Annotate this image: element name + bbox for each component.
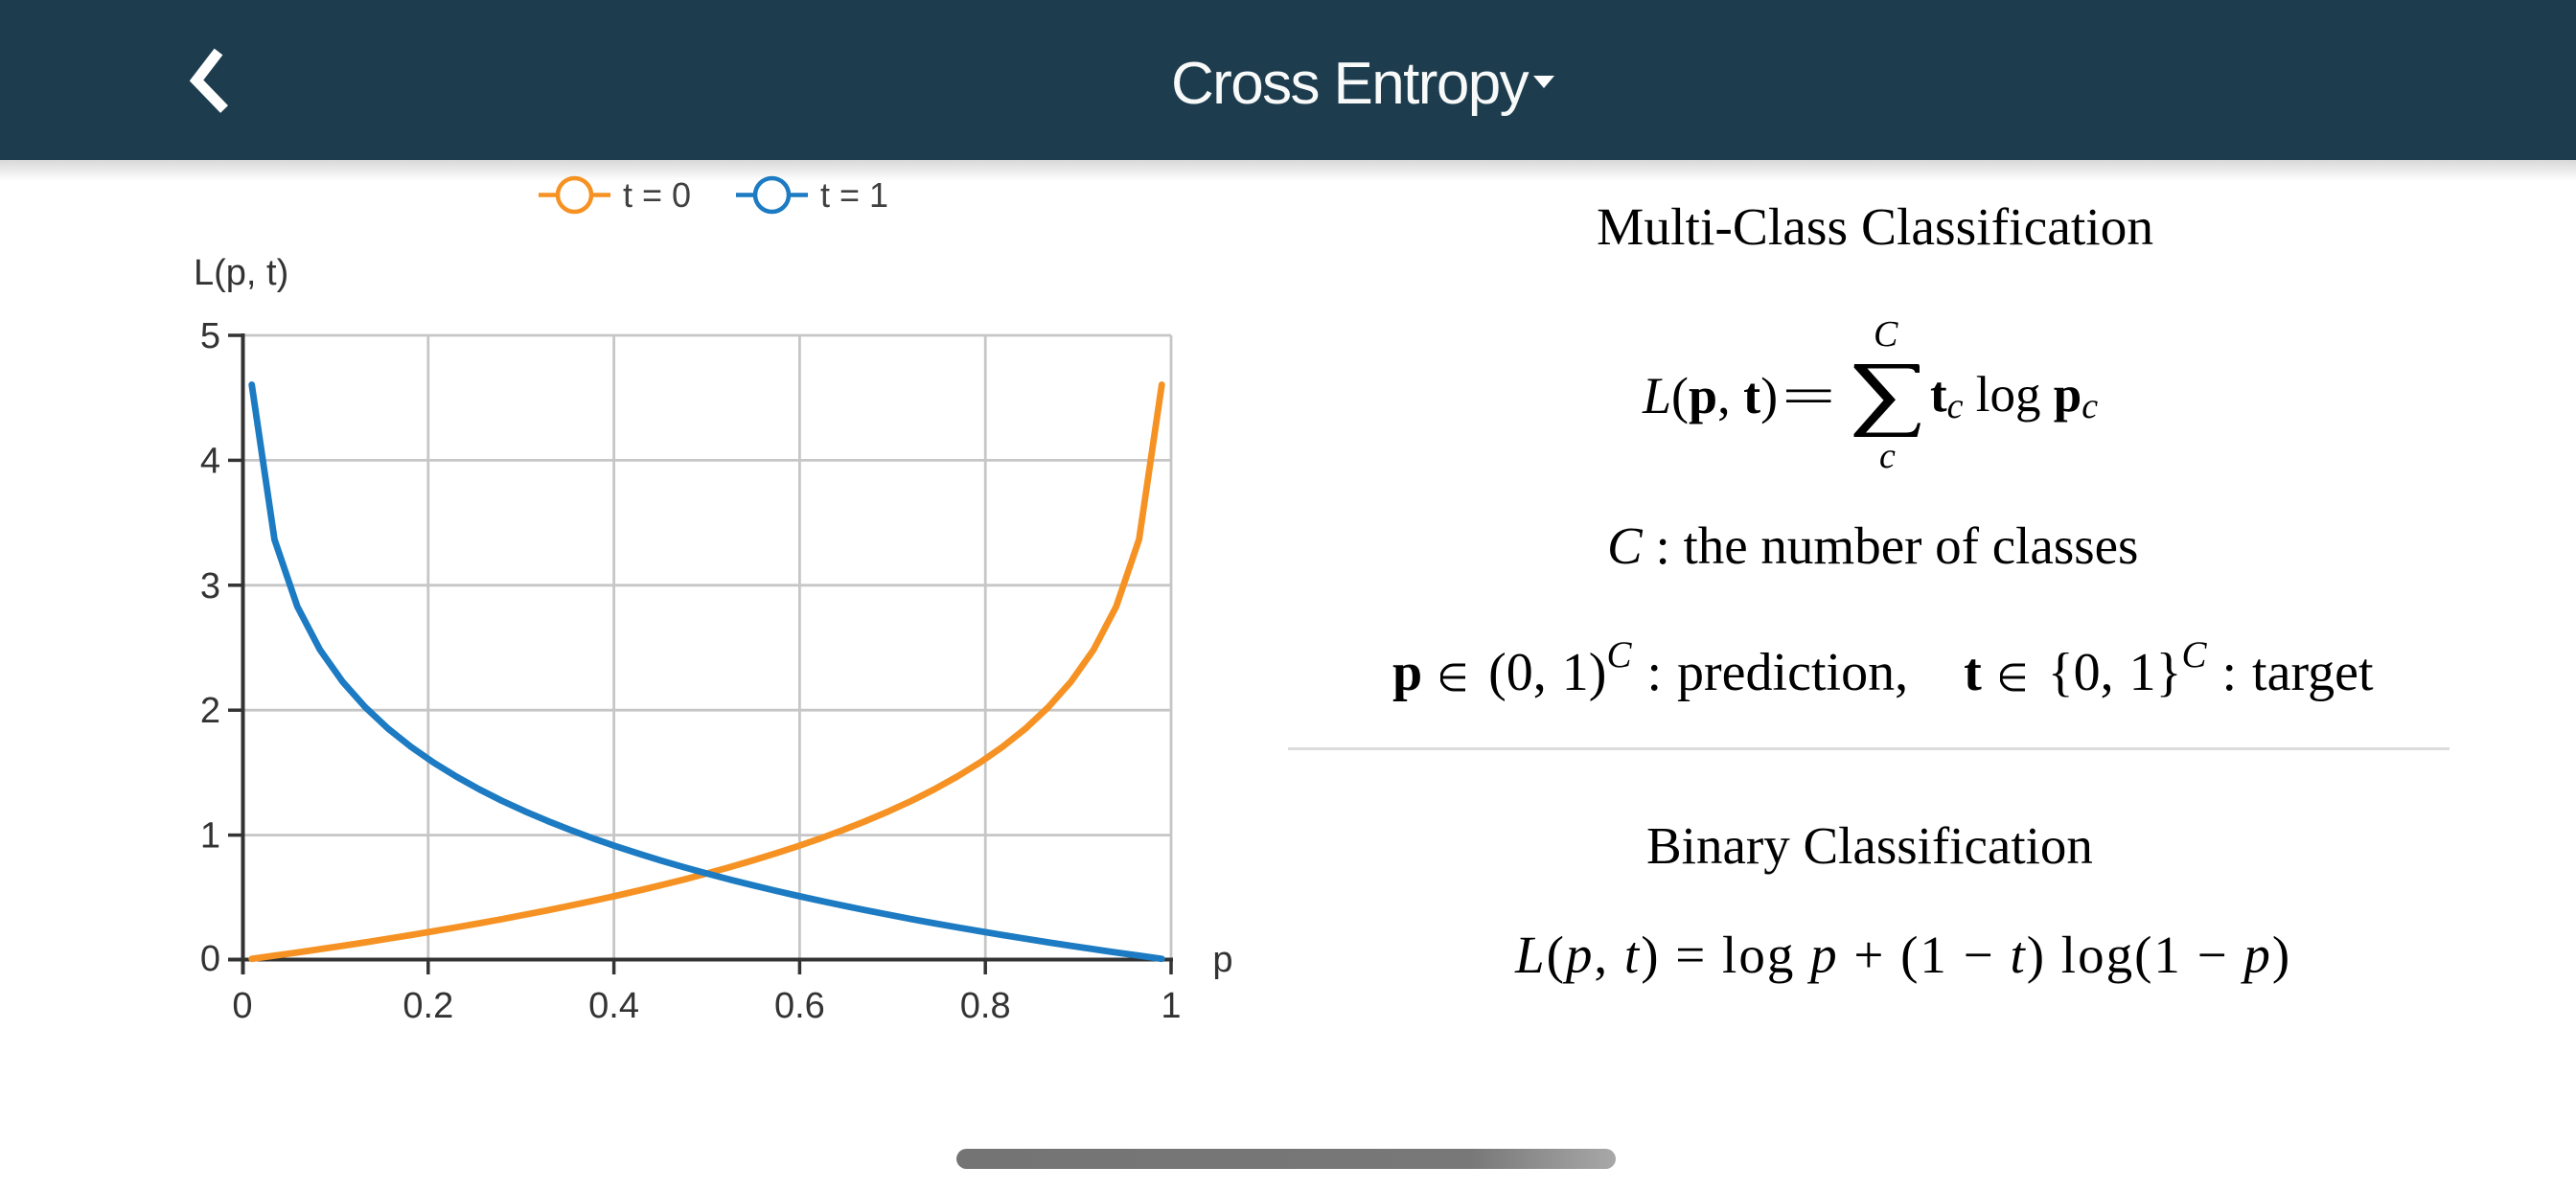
- svg-text:p: p: [1212, 940, 1232, 980]
- svg-text:L(p, t): L(p, t): [194, 253, 288, 293]
- svg-text:1: 1: [1161, 986, 1181, 1026]
- svg-text:1: 1: [200, 816, 220, 857]
- svg-text:2: 2: [200, 691, 220, 731]
- svg-text:0.8: 0.8: [960, 986, 1011, 1026]
- svg-text:0.2: 0.2: [402, 986, 453, 1026]
- svg-text:0: 0: [200, 939, 220, 979]
- svg-text:t = 1: t = 1: [820, 175, 888, 215]
- svg-text:t = 0: t = 0: [623, 175, 691, 215]
- svg-text:3: 3: [200, 566, 220, 606]
- svg-text:0.6: 0.6: [774, 986, 825, 1026]
- svg-text:0.4: 0.4: [588, 986, 639, 1026]
- svg-text:4: 4: [200, 441, 220, 481]
- svg-text:5: 5: [200, 316, 220, 356]
- svg-text:0: 0: [232, 986, 252, 1026]
